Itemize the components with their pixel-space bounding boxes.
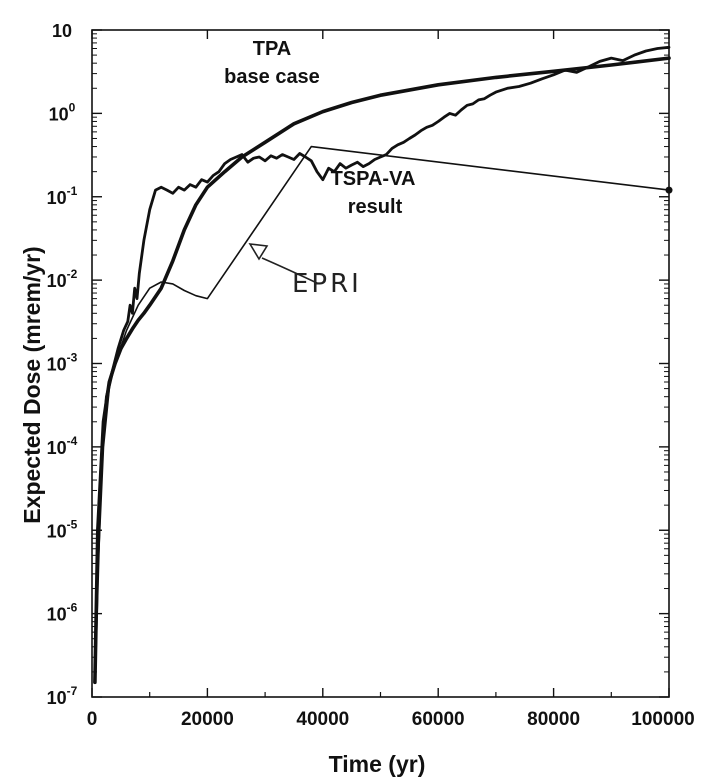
y-tick-exponent: -6: [67, 601, 78, 615]
y-tick-label: 100: [49, 100, 76, 124]
plot-border: [91, 29, 670, 698]
y-tick-label: 10-1: [47, 184, 78, 208]
y-tick-exponent: 0: [69, 100, 76, 114]
y-axis: 10-7 10-6 10-5 10-4 10-3 10-2 10-1 100 10: [47, 21, 669, 708]
epri-end-point: [665, 186, 673, 194]
tpa-label-line1: TPA: [253, 38, 292, 60]
epri-line: [94, 145, 670, 673]
y-tick-label: 10-5: [47, 517, 78, 541]
epri-label: EPRI: [292, 269, 362, 299]
tpa-base-case-line: [93, 56, 671, 685]
y-tick-label: 10-6: [47, 601, 78, 625]
y-tick-label: 10-7: [47, 684, 78, 708]
epri-arrowhead: [248, 243, 269, 261]
epri-pointer-arrow: [261, 257, 318, 284]
y-tick-exponent: -2: [67, 267, 78, 281]
y-axis-title: Expected Dose (mrem/yr): [19, 246, 45, 523]
y-tick-exponent: -3: [67, 351, 78, 365]
tspa-va-label-line1: TSPA-VA: [331, 168, 416, 190]
y-tick-exponent: -1: [67, 184, 78, 198]
tspa-va-result-line: [93, 45, 671, 674]
x-axis-title: Time (yr): [329, 751, 426, 777]
y-tick-label: 10-2: [47, 267, 78, 291]
x-axis: 0 20000 40000 60000 80000 100000: [87, 30, 695, 730]
x-tick-label: 40000: [296, 709, 349, 730]
x-tick-label: 60000: [412, 709, 465, 730]
y-tick-exponent: -7: [67, 684, 78, 698]
x-tick-label: 20000: [181, 709, 234, 730]
y-tick-exponent: -5: [67, 517, 78, 531]
y-tick-exponent: -4: [67, 434, 78, 448]
x-tick-label: 100000: [631, 709, 694, 730]
y-tick-label: 10-3: [47, 351, 78, 375]
x-tick-label: 80000: [527, 709, 580, 730]
annotations: TPA base case TSPA-VA result EPRI: [224, 38, 415, 299]
tpa-label-line2: base case: [224, 66, 320, 88]
tspa-va-label-line2: result: [348, 196, 403, 218]
y-tick-label: 10: [52, 21, 72, 41]
y-tick-label: 10-4: [47, 434, 78, 458]
plot-area: [91, 29, 670, 698]
x-tick-label: 0: [87, 709, 98, 730]
series-layer: [93, 45, 673, 685]
